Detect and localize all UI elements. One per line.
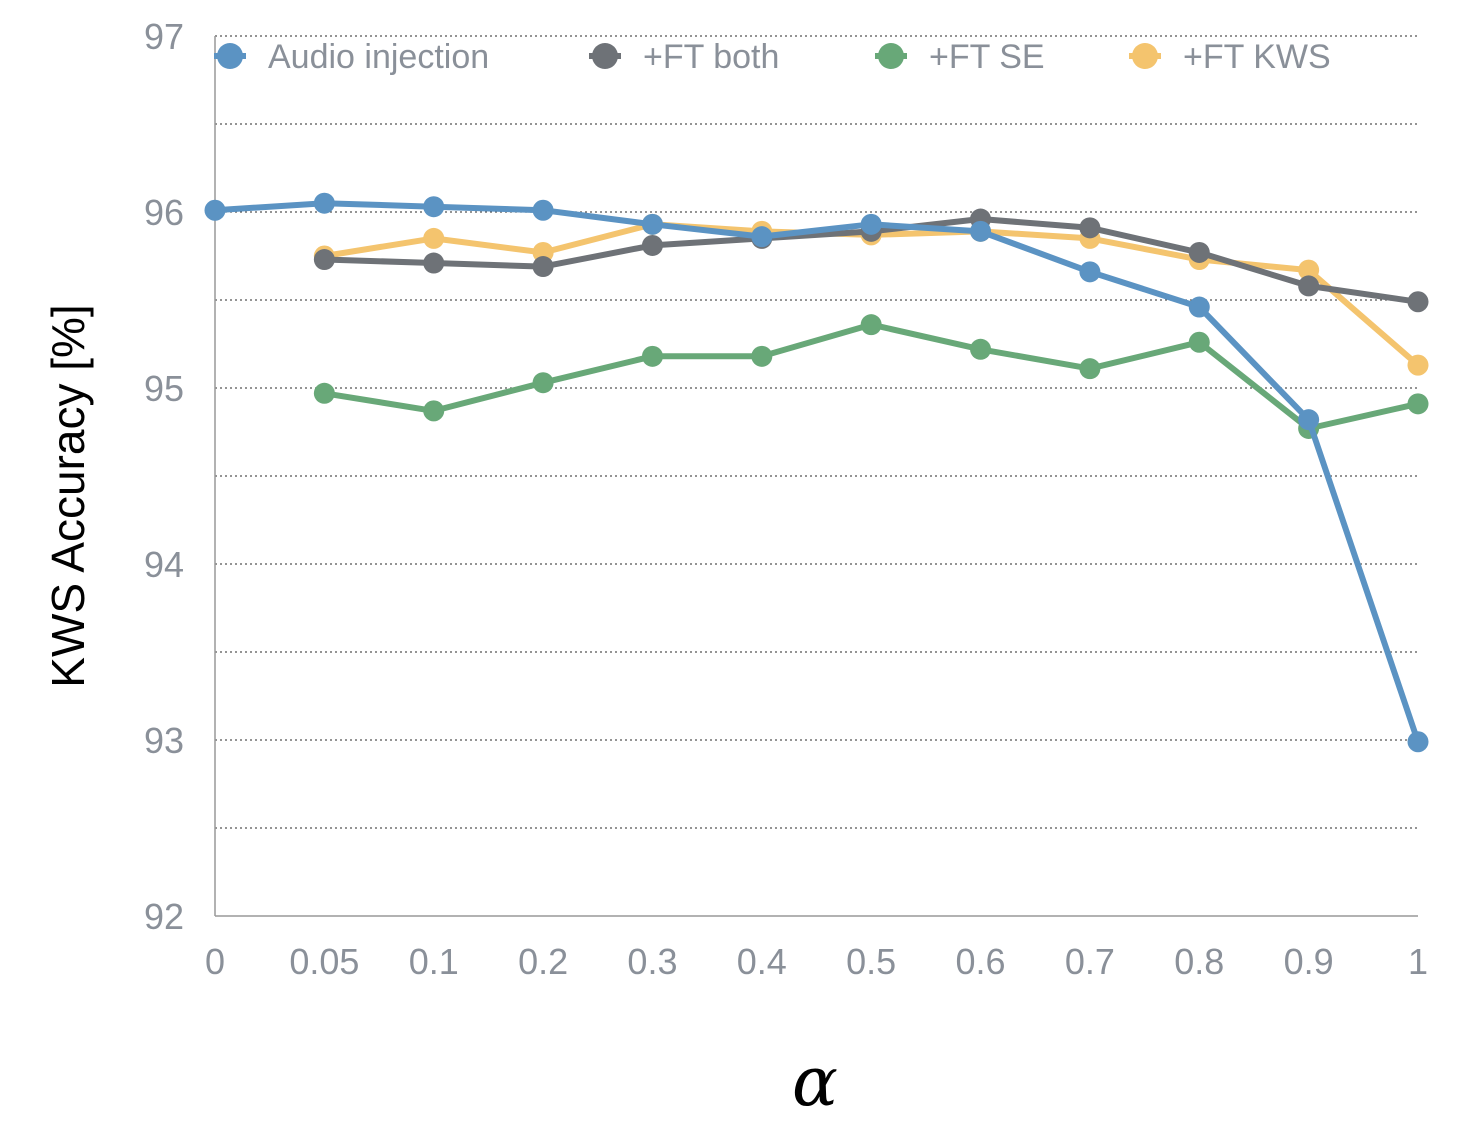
data-point xyxy=(532,372,554,394)
data-point xyxy=(1407,291,1429,313)
x-tick-label: 0.4 xyxy=(737,941,787,982)
data-point xyxy=(1079,261,1101,283)
x-tick-label: 0.5 xyxy=(846,941,896,982)
y-tick-label: 97 xyxy=(144,16,184,57)
x-axis-title: α xyxy=(792,1043,838,1122)
x-tick-label: 0.7 xyxy=(1065,941,1115,982)
series-line xyxy=(321,321,1421,432)
x-tick-label: 0.1 xyxy=(409,941,459,982)
data-point xyxy=(860,213,882,235)
data-point xyxy=(1188,241,1210,263)
legend-item: +FT KWS xyxy=(1129,38,1331,76)
legend-item: +FT both xyxy=(589,38,779,76)
data-point xyxy=(1298,275,1320,297)
data-point xyxy=(1407,354,1429,376)
y-tick-label: 96 xyxy=(144,192,184,233)
data-point xyxy=(1298,259,1320,281)
data-point xyxy=(970,338,992,360)
data-point xyxy=(313,192,335,214)
data-point xyxy=(1079,358,1101,380)
legend-label: +FT SE xyxy=(929,38,1045,76)
data-point xyxy=(751,226,773,248)
data-point xyxy=(1407,393,1429,415)
grid xyxy=(215,35,1418,829)
data-point xyxy=(1407,731,1429,753)
y-axis-title: KWS Accuracy [%] xyxy=(42,304,94,687)
data-point xyxy=(1188,296,1210,318)
x-tick-label: 1 xyxy=(1408,941,1428,982)
series-2 xyxy=(313,314,1429,439)
data-point xyxy=(313,249,335,271)
data-point xyxy=(641,345,663,367)
x-tick-labels: 0 0.05 0.1 0.2 0.3 0.4 0.5 0.6 0.7 0.8 0.9 1 xyxy=(205,941,1428,982)
series-line xyxy=(321,221,1421,369)
data-point xyxy=(641,213,663,235)
data-point xyxy=(204,199,226,221)
series-layer xyxy=(204,192,1429,753)
x-tick-label: 0.9 xyxy=(1284,941,1334,982)
data-point xyxy=(532,256,554,278)
series-0 xyxy=(204,192,1429,753)
y-tick-label: 94 xyxy=(144,544,184,585)
legend-label: +FT both xyxy=(643,38,779,76)
legend-label: +FT KWS xyxy=(1183,38,1331,76)
data-point xyxy=(313,382,335,404)
legend-label: Audio injection xyxy=(268,38,489,76)
y-tick-label: 92 xyxy=(144,896,184,937)
y-tick-labels: 92 93 94 95 96 97 xyxy=(144,16,184,937)
x-tick-label: 0 xyxy=(205,941,225,982)
data-point xyxy=(532,199,554,221)
x-tick-label: 0.8 xyxy=(1174,941,1224,982)
y-tick-label: 93 xyxy=(144,720,184,761)
data-point xyxy=(423,227,445,249)
x-tick-label: 0.2 xyxy=(518,941,568,982)
axes xyxy=(214,36,1418,917)
legend: Audio injection +FT both +FT SE +FT KWS xyxy=(214,38,1331,76)
series-line xyxy=(212,200,1421,745)
data-point xyxy=(1298,409,1320,431)
data-point xyxy=(970,220,992,242)
legend-item: Audio injection xyxy=(214,38,489,76)
data-point xyxy=(860,314,882,336)
data-point xyxy=(423,196,445,218)
legend-swatch-marker xyxy=(217,43,243,69)
x-tick-label: 0.05 xyxy=(289,941,359,982)
data-point xyxy=(641,234,663,256)
data-point xyxy=(1079,217,1101,239)
legend-item: +FT SE xyxy=(875,38,1045,76)
legend-swatch-marker xyxy=(1132,43,1158,69)
data-point xyxy=(423,252,445,274)
y-tick-label: 95 xyxy=(144,368,184,409)
x-tick-label: 0.3 xyxy=(627,941,677,982)
data-point xyxy=(751,345,773,367)
data-point xyxy=(1188,331,1210,353)
legend-swatch-marker xyxy=(592,43,618,69)
data-point xyxy=(423,400,445,422)
x-tick-label: 0.6 xyxy=(956,941,1006,982)
legend-swatch-marker xyxy=(878,43,904,69)
